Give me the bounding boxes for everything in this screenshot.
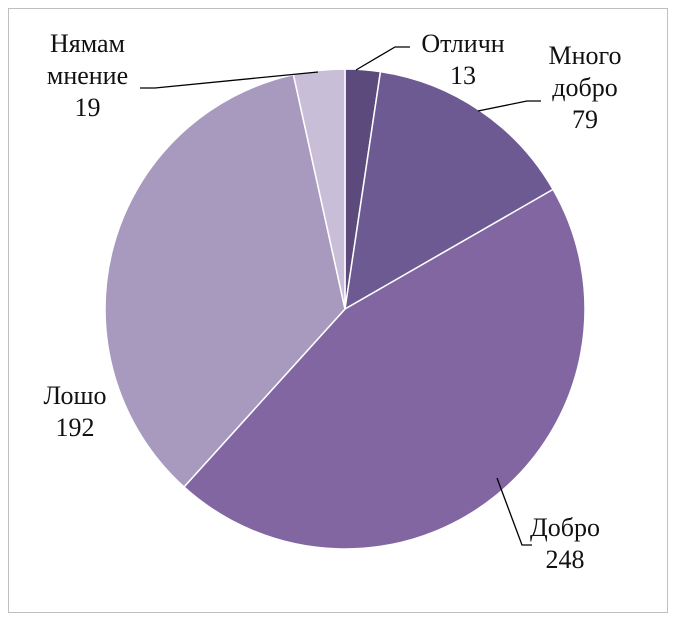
slice-label: Добро 248 <box>520 512 610 576</box>
slice-value: 19 <box>74 93 101 122</box>
leader-line <box>496 477 532 546</box>
leader-line <box>140 71 319 89</box>
slice-label: Отличн 13 <box>408 28 518 92</box>
slice-name: Нямам мнение <box>46 29 129 90</box>
leader-lines <box>140 46 541 546</box>
pie-slice <box>182 188 586 550</box>
slice-label: Лошо 192 <box>20 380 130 444</box>
leader-line <box>355 46 410 71</box>
leader-line <box>477 100 541 112</box>
slice-value: 248 <box>545 545 585 574</box>
slice-name: Отличн <box>421 29 505 58</box>
pie-slice <box>104 73 346 489</box>
slice-name: Много добро <box>548 41 622 102</box>
slice-value: 192 <box>55 413 95 442</box>
slice-name: Лошо <box>43 381 107 410</box>
slice-label: Нямам мнение 19 <box>20 28 155 124</box>
slice-value: 79 <box>572 105 598 134</box>
slice-value: 13 <box>450 61 476 90</box>
slice-label: Много добро 79 <box>535 40 635 136</box>
chart-frame <box>8 8 668 613</box>
slice-name: Добро <box>530 513 600 542</box>
